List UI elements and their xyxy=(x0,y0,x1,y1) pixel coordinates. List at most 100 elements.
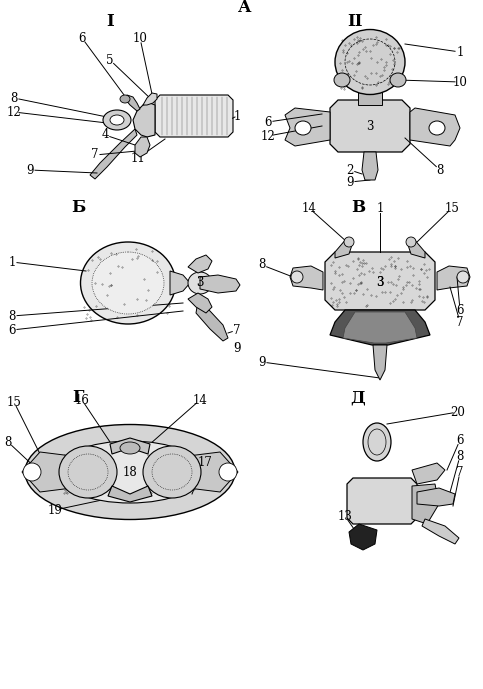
Text: 14: 14 xyxy=(301,201,316,214)
Polygon shape xyxy=(196,301,228,341)
Text: 7: 7 xyxy=(456,466,464,478)
Text: 3: 3 xyxy=(196,276,204,289)
Text: 2: 2 xyxy=(346,163,354,176)
Ellipse shape xyxy=(363,423,391,461)
Polygon shape xyxy=(358,92,382,105)
Text: 9: 9 xyxy=(258,356,266,369)
Polygon shape xyxy=(188,255,212,273)
Ellipse shape xyxy=(188,272,212,294)
Ellipse shape xyxy=(390,73,406,87)
Polygon shape xyxy=(373,345,387,380)
Polygon shape xyxy=(155,95,233,137)
Circle shape xyxy=(23,463,41,481)
Polygon shape xyxy=(325,252,435,310)
Ellipse shape xyxy=(295,121,311,135)
Text: 6: 6 xyxy=(456,433,464,446)
Ellipse shape xyxy=(120,442,140,454)
Text: 7: 7 xyxy=(233,324,241,336)
Ellipse shape xyxy=(59,446,117,498)
Text: 9: 9 xyxy=(233,342,241,355)
Polygon shape xyxy=(437,266,470,290)
Text: 1: 1 xyxy=(233,110,241,123)
Polygon shape xyxy=(412,484,439,524)
Text: 19: 19 xyxy=(47,504,62,517)
Ellipse shape xyxy=(110,115,124,125)
Polygon shape xyxy=(135,137,150,157)
Polygon shape xyxy=(330,310,430,345)
Text: 8: 8 xyxy=(8,309,15,322)
Polygon shape xyxy=(143,93,157,105)
Text: 10: 10 xyxy=(453,76,468,88)
Text: 7: 7 xyxy=(456,316,464,329)
Circle shape xyxy=(219,463,237,481)
Text: В: В xyxy=(351,198,365,216)
Polygon shape xyxy=(290,266,323,290)
Text: 15: 15 xyxy=(444,201,459,214)
Polygon shape xyxy=(22,452,80,492)
Ellipse shape xyxy=(56,441,204,503)
Text: 6: 6 xyxy=(264,116,272,129)
Polygon shape xyxy=(347,478,417,524)
Polygon shape xyxy=(417,488,455,506)
Polygon shape xyxy=(362,152,378,180)
Text: 10: 10 xyxy=(132,32,147,45)
Polygon shape xyxy=(133,103,155,137)
Text: 1: 1 xyxy=(456,45,464,59)
Polygon shape xyxy=(188,293,212,313)
Polygon shape xyxy=(407,238,425,258)
Polygon shape xyxy=(110,438,150,454)
Ellipse shape xyxy=(81,242,175,324)
Ellipse shape xyxy=(143,446,201,498)
Circle shape xyxy=(457,271,469,283)
Text: 18: 18 xyxy=(123,466,137,478)
Polygon shape xyxy=(125,95,140,111)
Text: 6: 6 xyxy=(8,324,16,336)
Polygon shape xyxy=(335,238,353,258)
Text: 7: 7 xyxy=(91,149,99,161)
Polygon shape xyxy=(330,100,410,152)
Text: 17: 17 xyxy=(198,455,213,469)
Text: 8: 8 xyxy=(456,449,464,462)
Text: 6: 6 xyxy=(78,32,86,45)
Text: II: II xyxy=(347,14,363,30)
Polygon shape xyxy=(180,452,238,492)
Polygon shape xyxy=(422,519,459,544)
Text: 8: 8 xyxy=(258,258,266,271)
Text: 3: 3 xyxy=(376,276,384,289)
Text: 15: 15 xyxy=(7,395,21,409)
Ellipse shape xyxy=(103,110,131,130)
Text: 3: 3 xyxy=(196,276,204,289)
Ellipse shape xyxy=(334,73,350,87)
Polygon shape xyxy=(343,312,417,343)
Polygon shape xyxy=(170,271,190,295)
Text: 3: 3 xyxy=(376,276,384,289)
Circle shape xyxy=(406,237,416,247)
Text: I: I xyxy=(106,14,114,30)
Ellipse shape xyxy=(25,424,235,520)
Text: 6: 6 xyxy=(456,303,464,316)
Polygon shape xyxy=(410,108,460,146)
Text: А: А xyxy=(238,0,252,17)
Text: 4: 4 xyxy=(101,129,109,141)
Text: 12: 12 xyxy=(261,130,275,143)
Text: Б: Б xyxy=(71,198,85,216)
Text: 13: 13 xyxy=(338,509,353,522)
Text: 1: 1 xyxy=(376,201,384,214)
Text: 3: 3 xyxy=(366,119,374,132)
Text: 12: 12 xyxy=(7,105,21,119)
Text: 1: 1 xyxy=(8,256,15,269)
Text: 11: 11 xyxy=(130,152,145,165)
Text: 20: 20 xyxy=(451,406,466,418)
Polygon shape xyxy=(412,463,445,484)
Polygon shape xyxy=(285,108,330,146)
Circle shape xyxy=(291,271,303,283)
Text: Г: Г xyxy=(72,389,84,407)
Ellipse shape xyxy=(429,121,445,135)
Polygon shape xyxy=(108,486,152,502)
Polygon shape xyxy=(200,275,240,293)
Text: Д: Д xyxy=(351,389,365,407)
Text: 14: 14 xyxy=(193,393,207,407)
Ellipse shape xyxy=(335,30,405,94)
Ellipse shape xyxy=(92,252,164,314)
Text: 8: 8 xyxy=(436,163,444,176)
